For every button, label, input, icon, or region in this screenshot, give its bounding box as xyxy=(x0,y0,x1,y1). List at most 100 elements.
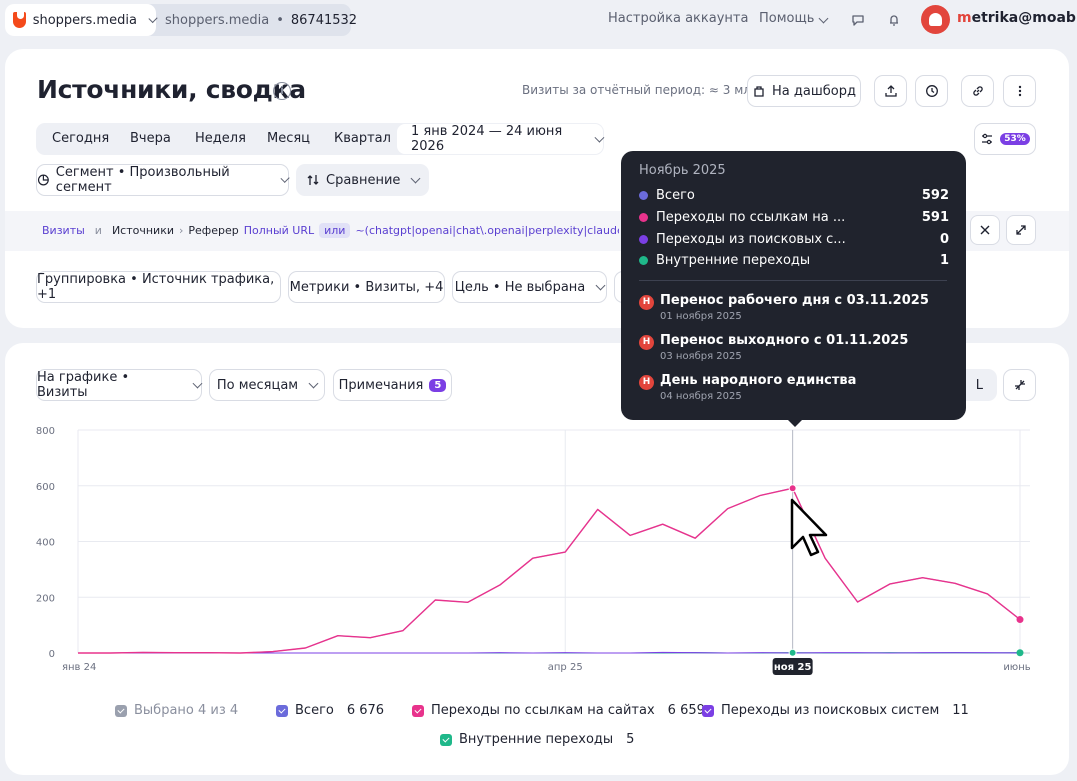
holiday-name: Перенос выходного с 01.11.2025 xyxy=(660,333,909,348)
legend-value: 11 xyxy=(952,703,969,718)
compare-button[interactable]: Сравнение xyxy=(296,164,430,196)
filter-visits: Визиты xyxy=(42,224,85,237)
period-yesterday[interactable]: Вчера xyxy=(130,131,171,146)
x-tick-label: апр 25 xyxy=(548,662,583,673)
series-dot-icon xyxy=(639,255,648,265)
segment-label: Сегмент • Произвольный сегмент xyxy=(55,165,230,195)
user-login[interactable]: metrika@moab.pro xyxy=(957,10,1077,26)
avatar[interactable] xyxy=(921,5,950,34)
y-tick-label: 200 xyxy=(36,593,55,604)
compare-label: Сравнение xyxy=(326,172,401,188)
filter-pattern: ~(chatgpt|openai|chat\.openai|perplexity… xyxy=(355,224,619,237)
legend-item-links[interactable]: Переходы по ссылкам на сайтах 6 659 xyxy=(412,703,705,718)
sampling-badge: 53% xyxy=(1000,133,1030,145)
counter-info[interactable]: shoppers.media • 86741532 xyxy=(165,4,357,36)
legend-label: Всего xyxy=(295,703,334,718)
chart-metric-button[interactable]: На графике • Визиты xyxy=(36,369,203,401)
help-label: Помощь xyxy=(759,11,815,26)
goal-button[interactable]: Цель • Не выбрана xyxy=(452,271,607,303)
add-to-dashboard-button[interactable]: На дашборд xyxy=(747,75,861,107)
legend-label: Переходы из поисковых систем xyxy=(721,703,940,718)
tooltip-row: Переходы по ссылкам на ... 591 xyxy=(639,208,949,226)
collapse-chart-button[interactable] xyxy=(1003,369,1036,401)
user-prefix: m xyxy=(957,10,972,26)
x-tick-label: июнь xyxy=(1003,662,1030,673)
expand-filter-button[interactable] xyxy=(1006,215,1036,245)
period-month[interactable]: Месяц xyxy=(267,131,311,146)
report-settings-button[interactable]: 53% xyxy=(974,123,1036,155)
legend-item-search[interactable]: Переходы из поисковых систем 11 xyxy=(702,703,969,718)
filter-expression[interactable]: Визиты и Источники › Реферер Полный URL … xyxy=(37,223,619,238)
holiday-date: 01 ноября 2025 xyxy=(660,311,742,322)
legend-label: Внутренние переходы xyxy=(459,732,614,747)
upload-icon xyxy=(884,85,897,97)
more-options-button[interactable] xyxy=(1003,75,1036,107)
bell-icon[interactable] xyxy=(885,11,903,29)
x-hover-label-bg xyxy=(772,658,813,675)
holiday-icon: Н xyxy=(639,295,654,310)
tooltip-divider xyxy=(639,280,947,281)
legend-item-internal[interactable]: Внутренние переходы 5 xyxy=(440,732,634,747)
y-tick-label: 0 xyxy=(49,649,55,660)
series-dot-icon xyxy=(639,212,648,222)
history-button[interactable] xyxy=(915,75,948,107)
sliders-icon xyxy=(982,133,993,145)
x-tick-label: янв 24 xyxy=(62,662,96,673)
period-today[interactable]: Сегодня xyxy=(52,131,110,146)
period-quarter[interactable]: Квартал xyxy=(334,131,391,146)
tooltip-row-name: Переходы по ссылкам на ... xyxy=(656,209,846,225)
holiday-name: День народного единства xyxy=(660,373,857,388)
x-tick-label: ноя 25 xyxy=(774,662,812,673)
tooltip-row-value: 591 xyxy=(921,209,949,225)
segment-button[interactable]: Сегмент • Произвольный сегмент xyxy=(36,164,290,196)
mouse-cursor-icon xyxy=(790,498,828,557)
grouping-label: Группировка • Источник трафика, +1 xyxy=(37,272,275,302)
tooltip-row: Всего 592 xyxy=(639,186,949,204)
account-settings-link[interactable]: Настройка аккаунта xyxy=(608,11,749,26)
detail-button[interactable]: По месяцам xyxy=(209,369,325,401)
clear-filter-button[interactable] xyxy=(970,215,1000,245)
end-point xyxy=(1016,649,1024,657)
share-link-button[interactable] xyxy=(961,75,994,107)
metrika-logo-icon xyxy=(13,12,26,28)
legend-item-total[interactable]: Всего 6 676 xyxy=(276,703,384,718)
tooltip-row: Внутренние переходы 1 xyxy=(639,251,949,269)
help-menu[interactable]: Помощь xyxy=(759,11,829,26)
hover-point xyxy=(788,648,797,657)
holiday-date: 03 ноября 2025 xyxy=(660,351,742,362)
info-icon[interactable]: i xyxy=(273,82,291,100)
date-range-label: 1 янв 2024 — 24 июня 2026 xyxy=(411,124,563,154)
metrics-button[interactable]: Метрики • Визиты, +4 xyxy=(288,271,445,303)
site-selector[interactable]: shoppers.media xyxy=(5,4,158,36)
checkbox-icon xyxy=(440,733,452,746)
filter-and: и xyxy=(94,224,102,237)
detail-label: По месяцам xyxy=(216,377,299,393)
series-dot-icon xyxy=(639,190,648,200)
series-line xyxy=(78,487,1021,654)
holiday-icon: Н xyxy=(639,335,654,350)
chart-metric-label: На графике • Визиты xyxy=(37,370,130,400)
series-line xyxy=(78,487,1021,654)
y-tick-label: 600 xyxy=(36,482,55,493)
period-week[interactable]: Неделя xyxy=(195,131,246,146)
notes-button[interactable]: Примечания 5 xyxy=(333,369,452,401)
chat-icon[interactable] xyxy=(849,11,867,29)
page-title: Источники, сводка xyxy=(37,75,306,104)
visits-period-text: Визиты за отчётный период: ≈ 3 млн xyxy=(522,83,759,97)
series-dot-icon xyxy=(639,234,648,244)
tooltip-row-value: 0 xyxy=(939,231,949,247)
tooltip-row-value: 592 xyxy=(921,187,949,203)
export-button[interactable] xyxy=(874,75,907,107)
grouping-button[interactable]: Группировка • Источник трафика, +1 xyxy=(36,271,281,303)
metrics-label: Метрики • Визиты, +4 xyxy=(289,279,444,295)
dashboard-icon xyxy=(754,86,764,97)
legend-select-all[interactable]: Выбрано 4 из 4 xyxy=(115,703,238,718)
date-range-picker[interactable]: 1 янв 2024 — 24 июня 2026 xyxy=(397,124,605,154)
close-icon xyxy=(980,225,990,235)
goal-label: Цель • Не выбрана xyxy=(454,279,586,295)
site-name: shoppers.media xyxy=(32,12,137,28)
tooltip-row-name: Всего xyxy=(656,187,695,203)
legend-selected-label: Выбрано 4 из 4 xyxy=(134,703,239,718)
legend-label: Переходы по ссылкам на сайтах xyxy=(431,703,655,718)
